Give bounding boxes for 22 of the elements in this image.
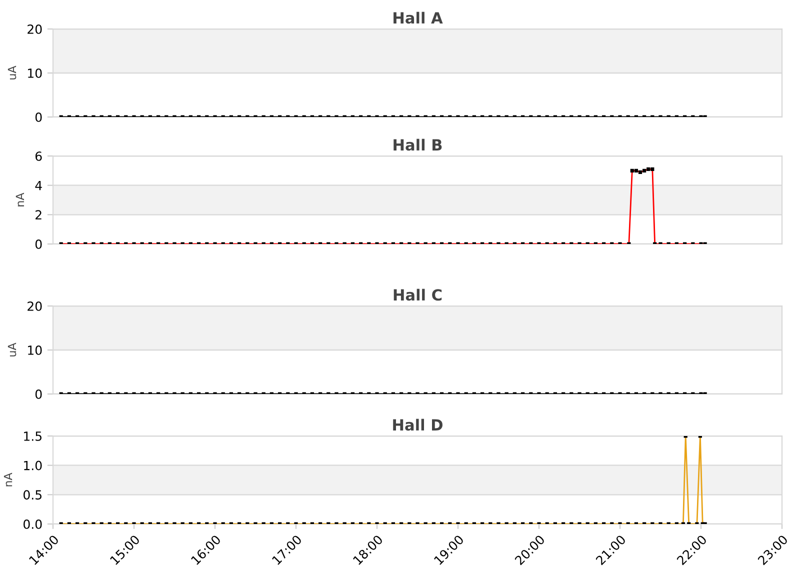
- y-tick-label: 4: [35, 180, 42, 190]
- chart-title: Hall A: [394, 12, 443, 24]
- y-tick-label: 0: [35, 239, 42, 249]
- y-axis-title: nA: [16, 192, 24, 206]
- y-axis-title: uA: [8, 342, 16, 356]
- chart-title: Hall C: [394, 288, 442, 301]
- y-tick-label: 0.0: [24, 519, 42, 529]
- y-tick-label: 0: [35, 112, 42, 122]
- y-axis-title: uA: [8, 66, 16, 80]
- y-tick-label: 6: [36, 151, 42, 161]
- y-tick-label: 2: [36, 210, 42, 220]
- y-tick-label: 10: [28, 68, 42, 78]
- y-tick-label: 1.5: [24, 432, 42, 441]
- y-tick-label: 10: [28, 345, 42, 355]
- chart-title: Hall B: [394, 138, 442, 151]
- y-axis-title: nA: [4, 472, 12, 486]
- y-tick-label: 1.0: [24, 460, 42, 470]
- y-tick-label: 0.5: [24, 490, 42, 500]
- y-tick-label: 0: [35, 389, 42, 399]
- y-tick-label: 20: [28, 301, 42, 311]
- chart-title: Hall D: [393, 418, 442, 431]
- y-tick-label: 20: [28, 24, 42, 34]
